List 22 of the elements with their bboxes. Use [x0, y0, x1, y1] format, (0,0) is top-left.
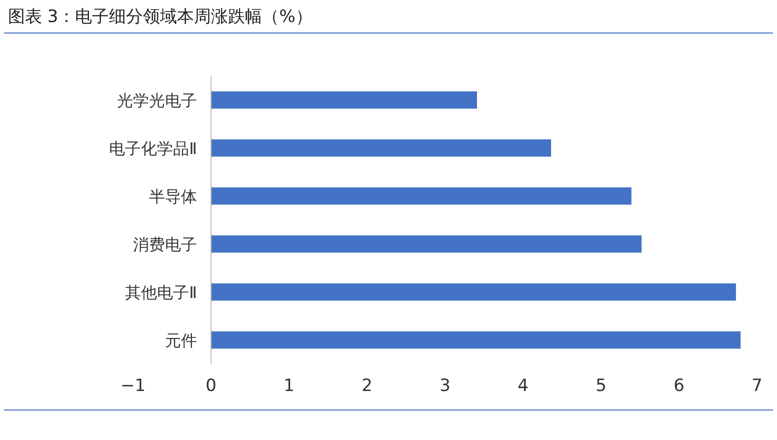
x-tick-label: 4	[518, 376, 528, 396]
x-tick-label: −1	[120, 376, 146, 396]
bar	[211, 331, 741, 349]
x-tick-label: 5	[596, 376, 606, 396]
y-tick-label: 半导体	[149, 187, 197, 206]
x-tick-label: 6	[674, 376, 684, 396]
y-tick-label: 其他电子Ⅱ	[125, 283, 197, 302]
x-tick-label: 7	[752, 376, 762, 396]
y-tick-label: 光学光电子	[117, 91, 197, 110]
x-tick-label: 1	[284, 376, 294, 396]
y-tick-label: 元件	[165, 331, 197, 350]
bar	[211, 283, 736, 301]
x-tick-label: 2	[362, 376, 372, 396]
chart-title: 图表 3：电子细分领域本周涨跌幅（%）	[8, 7, 312, 27]
bar	[211, 91, 477, 109]
bar	[211, 235, 642, 253]
bar	[211, 139, 552, 157]
y-tick-label: 电子化学品Ⅱ	[109, 139, 197, 158]
y-tick-label: 消费电子	[133, 235, 197, 254]
x-tick-label: 3	[440, 376, 450, 396]
x-tick-label: 0	[206, 376, 216, 396]
bar	[211, 187, 632, 205]
